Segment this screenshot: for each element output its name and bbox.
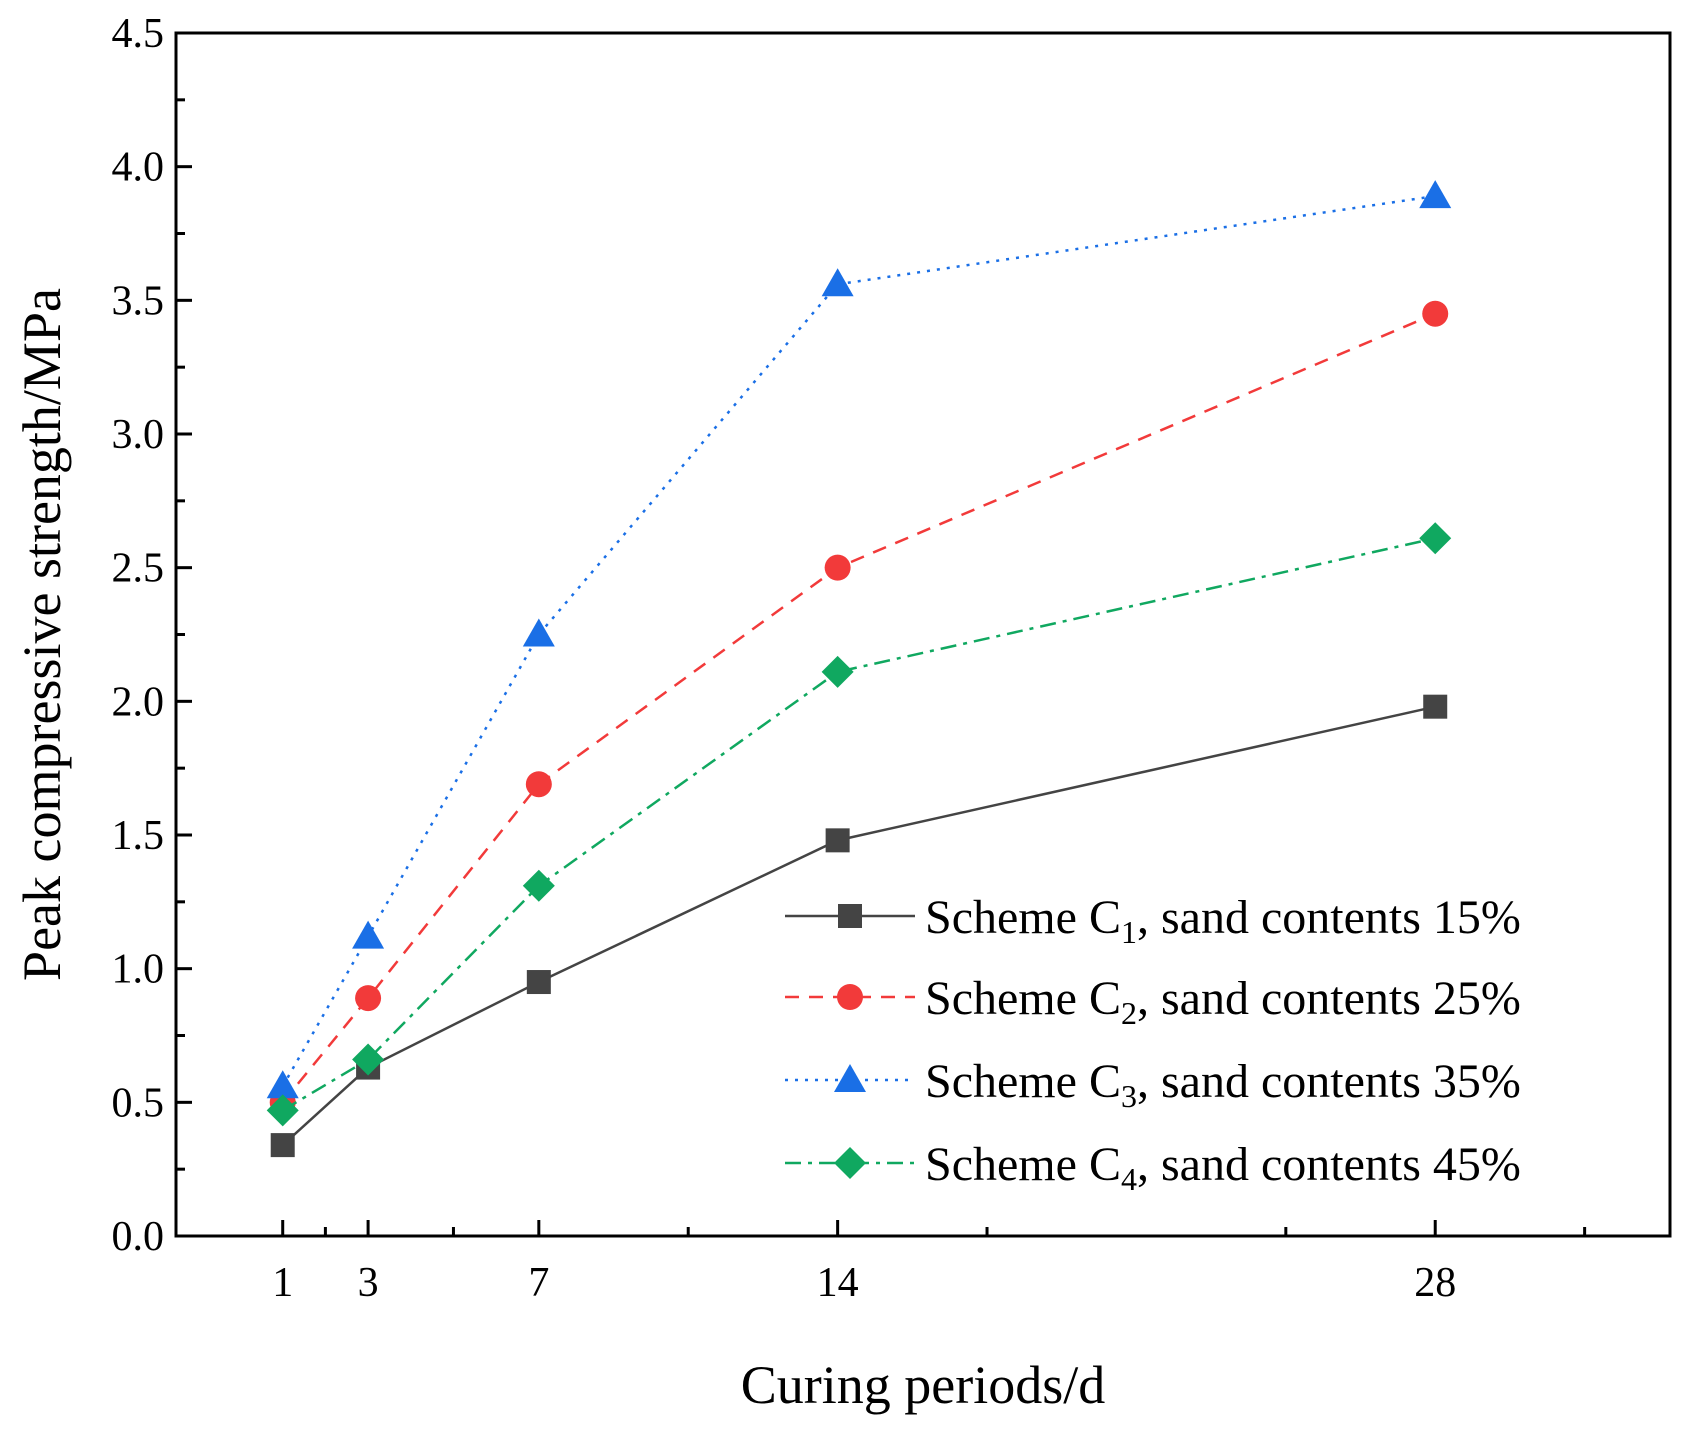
x-tick-label: 7 (528, 1260, 549, 1306)
y-tick-label: 4.0 (112, 145, 165, 191)
data-point-c2 (1422, 300, 1449, 327)
ticks-layer: 0.0 0.5 1.0 1.5 2.0 2.5 3.0 3.5 4.0 4.5 1 3 7 14 28 (112, 11, 1587, 1306)
data-point-c3 (352, 920, 385, 949)
y-tick-label: 3.5 (112, 278, 165, 324)
y-tick-label: 2.5 (112, 546, 165, 592)
data-point-c4 (352, 1043, 385, 1076)
series-c4 (266, 522, 1452, 1127)
y-axis-title: Peak compressive strength/MPa (12, 288, 72, 981)
data-point-c3 (821, 268, 854, 297)
data-point-c3 (1419, 180, 1452, 209)
y-tick-label: 1.5 (112, 813, 165, 859)
y-tick-label: 1.0 (112, 947, 165, 993)
legend-item-c4: Scheme C4, sand contents 45% (785, 1138, 1521, 1197)
y-tick-label: 4.5 (112, 11, 165, 57)
x-tick-label: 28 (1414, 1260, 1456, 1306)
x-tick-label: 14 (817, 1260, 859, 1306)
data-point-c4 (1419, 522, 1452, 555)
series-line-c3 (281, 194, 1436, 1087)
data-point-c4 (821, 655, 854, 688)
data-point-c1 (526, 970, 551, 995)
series-c3 (266, 180, 1452, 1099)
legend: Scheme C1, sand contents 15% Scheme C2, s… (785, 891, 1521, 1197)
legend-marker-c3 (834, 1064, 866, 1092)
x-tick-label: 3 (358, 1260, 379, 1306)
y-tick-label: 3.0 (112, 412, 165, 458)
legend-label-c3: Scheme C3, sand contents 35% (925, 1055, 1521, 1114)
y-tick-label: 2.0 (112, 679, 165, 725)
data-point-c4 (266, 1094, 299, 1127)
data-point-c1 (1423, 694, 1448, 719)
legend-marker-c2 (837, 984, 863, 1010)
y-tick-label: 0.0 (112, 1214, 165, 1260)
legend-marker-c4 (834, 1147, 866, 1179)
legend-label-c4: Scheme C4, sand contents 45% (925, 1138, 1521, 1197)
data-point-c1 (825, 828, 850, 853)
x-tick-label: 1 (272, 1260, 293, 1306)
x-axis-title: Curing periods/d (741, 1355, 1105, 1415)
legend-item-c1: Scheme C1, sand contents 15% (785, 891, 1521, 950)
series-c1 (270, 694, 1448, 1158)
data-point-c3 (522, 618, 555, 647)
data-point-c2 (355, 985, 382, 1012)
data-point-c3 (266, 1070, 299, 1099)
data-point-c2 (525, 771, 552, 798)
legend-marker-c1 (838, 904, 862, 928)
y-tick-label: 0.5 (112, 1080, 165, 1126)
legend-label-c2: Scheme C2, sand contents 25% (925, 972, 1521, 1031)
legend-label-c1: Scheme C1, sand contents 15% (925, 891, 1521, 950)
legend-item-c3: Scheme C3, sand contents 35% (785, 1055, 1521, 1114)
legend-item-c2: Scheme C2, sand contents 25% (785, 972, 1521, 1031)
data-point-c1 (270, 1133, 295, 1158)
data-point-c2 (824, 554, 851, 581)
data-point-c4 (522, 869, 555, 902)
series-layer (266, 180, 1452, 1158)
